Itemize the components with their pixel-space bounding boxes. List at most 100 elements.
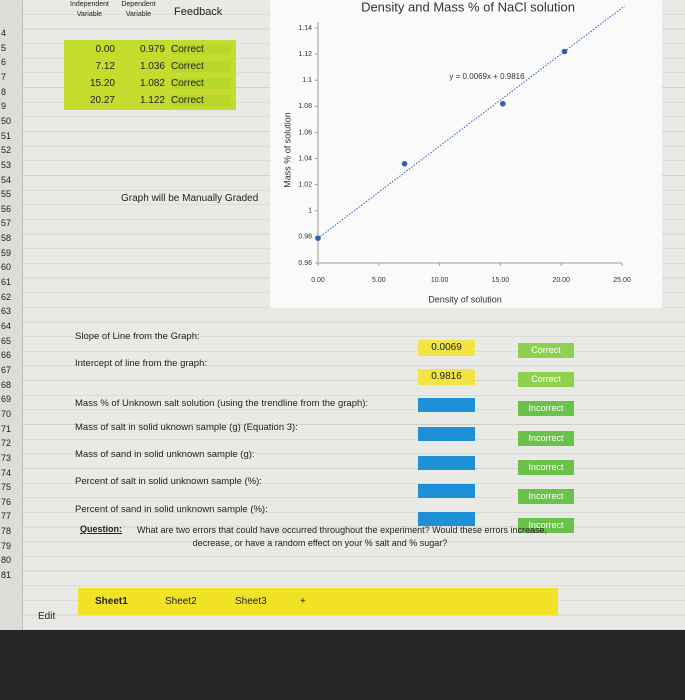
row-number: 9 bbox=[1, 101, 7, 112]
answer-input[interactable] bbox=[418, 512, 475, 526]
row-number: 69 bbox=[1, 394, 12, 405]
row-number: 8 bbox=[1, 86, 7, 97]
row-number: 73 bbox=[1, 452, 12, 463]
feedback: Incorrect bbox=[518, 430, 574, 446]
table-cell: 15.20 bbox=[89, 78, 115, 89]
row-number: 65 bbox=[1, 335, 12, 346]
data-point bbox=[315, 235, 321, 241]
answer-input[interactable] bbox=[418, 398, 475, 412]
answer-label: Percent of salt in solid unknown sample … bbox=[75, 476, 262, 487]
row-number: 53 bbox=[1, 159, 12, 170]
data-point bbox=[500, 100, 506, 107]
row-number: 4 bbox=[1, 28, 7, 38]
header-feedback: Feedback bbox=[174, 6, 223, 18]
row-number: 5 bbox=[1, 42, 7, 53]
graph-note: Graph will be Manually Graded bbox=[121, 193, 259, 204]
y-tick-label: 1.06 bbox=[298, 129, 312, 136]
row-number: 61 bbox=[1, 277, 12, 288]
answer-value[interactable]: 0.0069 bbox=[418, 340, 475, 356]
sheet-tab[interactable]: Sheet3 bbox=[235, 596, 267, 607]
row-number: 74 bbox=[1, 467, 12, 478]
row-header-bg bbox=[0, 0, 23, 630]
row-number: 75 bbox=[1, 482, 12, 493]
answer-label: Mass of salt in solid uknown sample (g) … bbox=[75, 422, 298, 433]
y-tick-label: 0.96 bbox=[298, 260, 312, 267]
x-tick-label: 20.00 bbox=[552, 277, 570, 284]
x-tick-label: 15.00 bbox=[492, 277, 510, 284]
row-number: 66 bbox=[1, 350, 12, 361]
x-tick-label: 25.00 bbox=[613, 277, 631, 284]
answer-label: Mass % of Unknown salt solution (using t… bbox=[75, 398, 369, 409]
row-number: 51 bbox=[1, 130, 12, 141]
row-number: 60 bbox=[1, 262, 12, 273]
answer-label: Percent of sand in solid unknown sample … bbox=[75, 504, 268, 515]
table-cell: 20.27 bbox=[89, 95, 115, 106]
row-number: 6 bbox=[1, 57, 7, 68]
chart-title: Density and Mass % of NaCl solution bbox=[361, 0, 575, 14]
answer-label: Intercept of line from the graph: bbox=[75, 358, 208, 369]
y-tick-label: 0.98 bbox=[298, 234, 312, 241]
table-cell: 1.082 bbox=[139, 78, 165, 89]
row-number: 68 bbox=[1, 379, 12, 390]
x-tick-label: 10.00 bbox=[431, 277, 449, 284]
sheet-tab[interactable]: + bbox=[300, 596, 306, 607]
row-number: 81 bbox=[1, 570, 12, 581]
row-number: 50 bbox=[1, 115, 12, 126]
table-cell: 1.122 bbox=[139, 95, 165, 106]
answer-input[interactable] bbox=[418, 427, 475, 441]
row-number: 67 bbox=[1, 364, 12, 375]
data-point bbox=[561, 48, 568, 55]
table-cell: Correct bbox=[171, 78, 231, 89]
dark-bezel bbox=[0, 630, 685, 700]
table-cell: Correct bbox=[171, 95, 231, 106]
status: Edit bbox=[38, 611, 56, 622]
question-lead: Question: bbox=[80, 524, 122, 534]
x-tick-label: 0.00 bbox=[311, 277, 325, 284]
y-tick-label: 1.1 bbox=[302, 77, 312, 84]
row-number: 57 bbox=[1, 218, 12, 229]
feedback: Incorrect bbox=[518, 518, 574, 534]
table-cell: 0.00 bbox=[95, 44, 115, 55]
y-tick-label: 1.12 bbox=[298, 51, 312, 58]
row-number: 56 bbox=[1, 203, 12, 214]
table-cell: 0.979 bbox=[139, 44, 165, 55]
y-tick-label: 1.14 bbox=[298, 25, 312, 32]
trendline bbox=[317, 5, 625, 239]
row-number: 78 bbox=[1, 526, 12, 537]
feedback: Incorrect bbox=[518, 401, 574, 417]
row-number: 7 bbox=[1, 71, 7, 82]
row-number: 76 bbox=[1, 496, 12, 507]
y-tick-label: 1.04 bbox=[298, 155, 312, 162]
data-point bbox=[401, 160, 408, 167]
sheet-tab[interactable]: Sheet1 bbox=[95, 596, 128, 607]
header-dependent: Dependent Variable bbox=[121, 1, 156, 18]
answer-value[interactable]: 0.9816 bbox=[418, 369, 475, 385]
answer-label: Mass of sand in solid unknown sample (g)… bbox=[75, 449, 255, 460]
row-number: 79 bbox=[1, 540, 12, 551]
row-number: 54 bbox=[1, 174, 12, 185]
y-tick-label: 1 bbox=[308, 208, 312, 215]
feedback: Correct bbox=[518, 343, 574, 358]
row-number: 77 bbox=[1, 511, 12, 522]
row-number: 59 bbox=[1, 247, 12, 258]
answer-label: Slope of Line from the Graph: bbox=[75, 331, 200, 342]
table-cell: Correct bbox=[171, 61, 231, 72]
trendline-label: y = 0.0069x + 0.9816 bbox=[449, 72, 525, 81]
sheet-tab[interactable]: Sheet2 bbox=[165, 596, 197, 607]
chart-area bbox=[270, 0, 662, 308]
answer-input[interactable] bbox=[418, 484, 475, 498]
chart: Density and Mass % of NaCl solution Mass… bbox=[270, 0, 662, 308]
table-cell: 7.12 bbox=[95, 61, 115, 72]
answer-bar bbox=[78, 588, 558, 615]
row-number: 80 bbox=[1, 555, 12, 566]
header-independent: Independent Variable bbox=[70, 1, 109, 18]
row-number: 71 bbox=[1, 423, 12, 434]
row-number: 64 bbox=[1, 321, 12, 331]
y-tick-label: 1.02 bbox=[298, 182, 312, 189]
feedback: Incorrect bbox=[518, 489, 574, 504]
row-number: 70 bbox=[1, 408, 12, 419]
table-cell: Correct bbox=[171, 44, 231, 55]
answer-input[interactable] bbox=[418, 456, 475, 470]
row-number: 52 bbox=[1, 145, 12, 156]
